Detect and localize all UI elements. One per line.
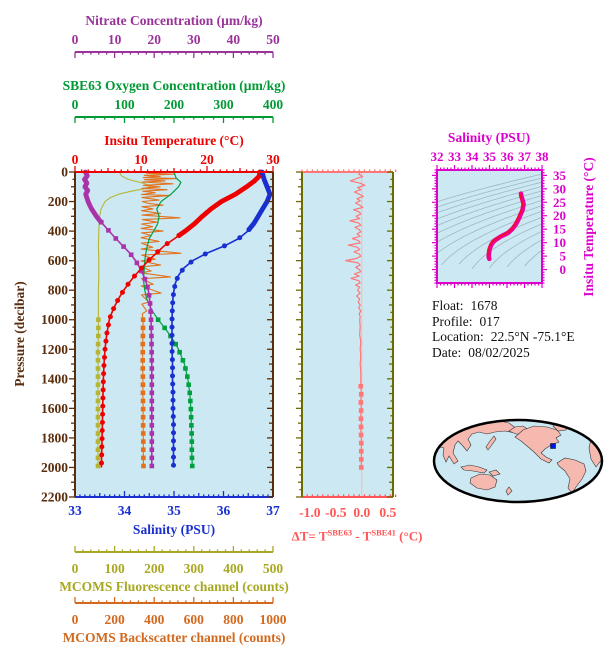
delta-t-axis-label: ΔT= TSBE63 - TSBE41 (°C): [292, 527, 423, 544]
svg-text:0: 0: [72, 97, 79, 112]
svg-text:600: 600: [184, 612, 205, 627]
svg-text:10: 10: [108, 32, 122, 47]
svg-text:10: 10: [553, 235, 566, 250]
svg-text:0.0: 0.0: [353, 505, 370, 520]
svg-text:500: 500: [263, 561, 284, 576]
svg-text:100: 100: [114, 97, 135, 112]
svg-text:2000: 2000: [41, 460, 68, 475]
svg-text:30: 30: [266, 152, 280, 167]
float-position-marker: [550, 443, 556, 449]
ts-temperature-title: Insitu Temperature (°C): [581, 157, 596, 297]
float-id-row: Float: 1678: [432, 298, 575, 314]
profile-row: Profile: 017: [432, 314, 575, 330]
svg-text:-0.5: -0.5: [325, 505, 347, 520]
svg-text:0: 0: [560, 262, 567, 277]
svg-text:1000: 1000: [260, 612, 287, 627]
svg-text:40: 40: [227, 32, 241, 47]
svg-text:20: 20: [200, 152, 214, 167]
svg-text:400: 400: [144, 612, 165, 627]
world-map: [432, 418, 604, 504]
svg-text:37: 37: [266, 503, 280, 518]
svg-text:50: 50: [266, 32, 280, 47]
svg-text:800: 800: [48, 283, 69, 298]
temperature-axis-title: Insitu Temperature (°C): [104, 133, 244, 148]
svg-text:34: 34: [118, 503, 132, 518]
svg-text:30: 30: [553, 181, 566, 196]
location-row: Location: 22.5°N -75.1°E: [432, 329, 575, 345]
svg-text:0: 0: [61, 165, 68, 180]
pressure-axis-title: Pressure (decibar): [12, 281, 27, 387]
delta-t-label-prefix: ΔT= T: [291, 528, 328, 544]
svg-text:1600: 1600: [41, 401, 68, 416]
svg-text:0.5: 0.5: [379, 505, 396, 520]
svg-text:33: 33: [68, 503, 82, 518]
float-metadata: Float: 1678 Profile: 017 Location: 22.5°N -…: [432, 298, 575, 360]
delta-t-label-sup1: SBE63: [327, 527, 353, 538]
profile-plot: 0 10 20 30 33 34 35 36 37 0 200 400 600 800 1000 1200 14…: [41, 152, 280, 518]
svg-text:200: 200: [48, 194, 69, 209]
svg-text:33: 33: [448, 149, 462, 164]
fluorescence-axis-title: MCOMS Fluorescence channel (counts): [59, 579, 289, 594]
svg-text:200: 200: [144, 561, 165, 576]
svg-text:0: 0: [72, 152, 79, 167]
svg-text:25: 25: [553, 195, 567, 210]
svg-text:34: 34: [466, 149, 480, 164]
profile-label: Profile:: [432, 313, 473, 329]
svg-text:35: 35: [167, 503, 181, 518]
svg-text:10: 10: [134, 152, 148, 167]
svg-text:1000: 1000: [41, 312, 68, 327]
float-id-label: Float:: [432, 298, 464, 313]
svg-text:2200: 2200: [41, 490, 68, 505]
svg-text:5: 5: [560, 249, 567, 264]
svg-text:300: 300: [213, 97, 234, 112]
svg-text:30: 30: [187, 32, 201, 47]
svg-text:36: 36: [501, 149, 515, 164]
svg-text:35: 35: [553, 168, 567, 183]
svg-text:0: 0: [72, 32, 79, 47]
date-row: Date: 08/02/2025: [432, 345, 575, 361]
svg-text:400: 400: [48, 224, 69, 239]
svg-text:600: 600: [48, 253, 69, 268]
salinity-axis-title: Salinity (PSU): [132, 522, 216, 537]
svg-text:0: 0: [72, 612, 79, 627]
nitrate-axis-title: Nitrate Concentration (µm/kg): [85, 13, 263, 28]
location-label: Location:: [432, 329, 484, 344]
float-id-value: 1678: [470, 298, 498, 313]
svg-text:0: 0: [72, 561, 79, 576]
svg-text:37: 37: [518, 149, 532, 164]
svg-text:36: 36: [217, 503, 231, 518]
svg-text:300: 300: [184, 561, 205, 576]
svg-text:400: 400: [263, 97, 284, 112]
svg-text:200: 200: [104, 612, 125, 627]
svg-text:20: 20: [147, 32, 161, 47]
delta-t-plot: -1.0 -0.5 0.0 0.5: [296, 169, 396, 520]
profile-value: 017: [479, 313, 500, 329]
svg-text:1200: 1200: [41, 342, 68, 357]
svg-text:1400: 1400: [41, 371, 68, 386]
delta-t-label-sup2: SBE41: [371, 527, 396, 538]
oxygen-axis-title: SBE63 Oxygen Concentration (µm/kg): [62, 78, 286, 93]
svg-text:200: 200: [164, 97, 185, 112]
svg-text:38: 38: [536, 149, 550, 164]
svg-text:800: 800: [223, 612, 244, 627]
backscatter-axis-title: MCOMS Backscatter channel (counts): [62, 630, 286, 645]
delta-t-label-suffix: (°C): [395, 528, 423, 544]
location-value: 22.5°N -75.1°E: [490, 329, 575, 344]
svg-text:35: 35: [483, 149, 497, 164]
svg-text:20: 20: [553, 208, 566, 223]
date-value: 08/02/2025: [468, 344, 530, 360]
date-label: Date:: [432, 344, 462, 360]
delta-t-label-mid: - T: [352, 528, 372, 544]
svg-text:100: 100: [104, 561, 125, 576]
svg-text:1800: 1800: [41, 430, 68, 445]
svg-text:400: 400: [223, 561, 244, 576]
ts-salinity-title: Salinity (PSU): [447, 130, 531, 145]
svg-text:32: 32: [431, 149, 444, 164]
svg-text:-1.0: -1.0: [299, 505, 321, 520]
svg-text:15: 15: [553, 222, 567, 237]
